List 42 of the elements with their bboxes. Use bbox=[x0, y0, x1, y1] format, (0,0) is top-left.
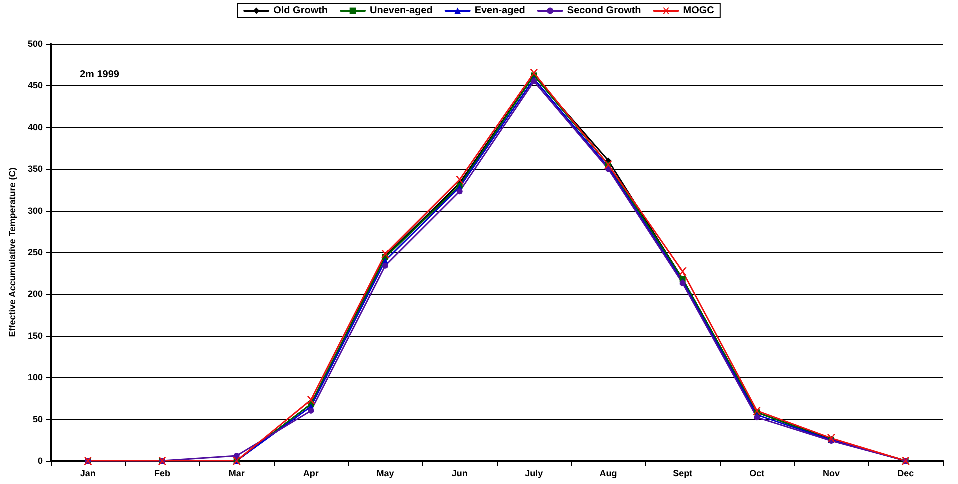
y-tick-label: 200 bbox=[28, 289, 43, 300]
legend-label: Uneven-aged bbox=[370, 6, 433, 16]
x-tick-label: Aug bbox=[600, 468, 618, 478]
x-tick-label: Mar bbox=[228, 468, 246, 478]
y-tick-label: 450 bbox=[28, 80, 43, 91]
legend-label: Old Growth bbox=[274, 6, 328, 16]
point bbox=[382, 262, 388, 269]
x-tick-label: Jun bbox=[452, 468, 468, 478]
x-tick-label: July bbox=[525, 468, 544, 478]
x-tick-label: Sept bbox=[673, 468, 693, 478]
y-tick-label: 250 bbox=[28, 248, 43, 258]
x-tick-label: Dec bbox=[898, 468, 914, 478]
y-tick-label: 400 bbox=[28, 122, 43, 132]
point bbox=[678, 268, 687, 276]
x-tick-label: Feb bbox=[154, 468, 171, 478]
y-axis-title: Effective Accumulative Temperature (C) bbox=[8, 168, 18, 338]
point bbox=[456, 176, 464, 184]
point bbox=[234, 452, 240, 459]
y-tick-label: 500 bbox=[28, 39, 43, 49]
x-tick-label: Apr bbox=[303, 468, 320, 478]
y-tick-label: 50 bbox=[32, 414, 43, 424]
y-tick-label: 100 bbox=[28, 372, 43, 383]
point bbox=[753, 406, 762, 415]
annotation: 2m 1999 bbox=[80, 70, 120, 80]
legend-label: Even-aged bbox=[474, 6, 526, 16]
y-tick-label: 350 bbox=[28, 164, 43, 174]
y-tick-label: 0 bbox=[38, 456, 43, 466]
point bbox=[307, 396, 316, 404]
point bbox=[531, 78, 538, 85]
point bbox=[308, 408, 314, 414]
point bbox=[530, 69, 538, 78]
point bbox=[754, 414, 760, 421]
legend-label: MOGC bbox=[683, 6, 714, 16]
legend-label: Second Growth bbox=[567, 6, 642, 16]
x-tick-label: Nov bbox=[822, 468, 840, 478]
x-tick-label: Oct bbox=[750, 468, 765, 478]
x-tick-label: May bbox=[376, 468, 394, 478]
y-tick-label: 300 bbox=[28, 206, 43, 216]
point bbox=[382, 250, 390, 258]
point bbox=[456, 188, 463, 195]
y-tick-label: 150 bbox=[28, 330, 43, 341]
x-tick-label: Jan bbox=[80, 468, 96, 478]
